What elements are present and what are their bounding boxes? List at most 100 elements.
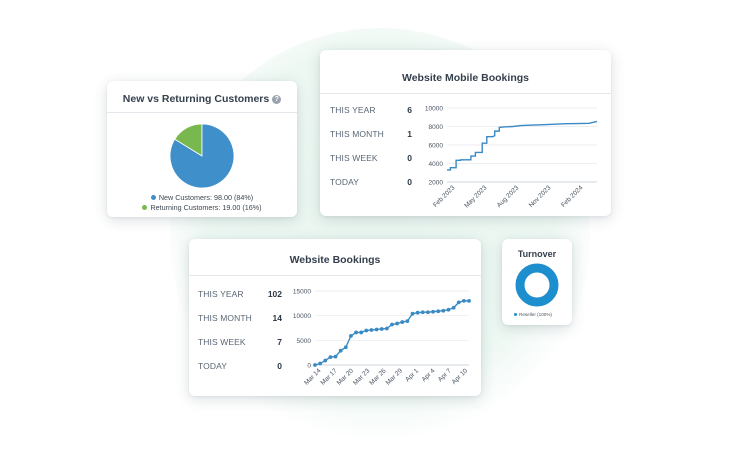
series-line (447, 120, 598, 171)
data-point (359, 330, 364, 335)
y-tick-label: 6000 (429, 143, 444, 150)
legend-dot-reseller (514, 312, 517, 316)
turnover-card: Turnover Reseller (100%) (502, 239, 572, 325)
data-point (395, 321, 400, 326)
y-tick-label: 2000 (429, 180, 444, 187)
data-point (328, 355, 333, 360)
data-point (369, 328, 374, 332)
data-point (384, 326, 389, 331)
y-tick-label: 10000 (425, 106, 443, 113)
x-tick-label: Mar 23 (352, 367, 372, 387)
turnover-donut-chart (515, 263, 559, 307)
data-point (313, 363, 317, 367)
y-tick-label: 5000 (297, 338, 312, 345)
data-point (400, 320, 405, 324)
stat-value-this-week: 0 (407, 153, 412, 163)
stat-label-this-year: THIS YEAR (198, 289, 244, 299)
data-point (441, 308, 446, 313)
data-point (420, 310, 425, 315)
stat-value-this-year: 102 (267, 289, 282, 299)
web-card-title: Website Bookings (289, 254, 381, 266)
y-tick-label: 4000 (429, 161, 444, 168)
data-point (426, 310, 430, 315)
data-point (410, 311, 415, 316)
data-point (467, 298, 471, 303)
data-point (451, 305, 456, 310)
divider (107, 112, 297, 113)
x-tick-label: Mar 29 (385, 367, 405, 387)
stat-value-this-month: 1 (407, 129, 412, 139)
x-tick-label: Mar 20 (336, 367, 356, 387)
mobile-card-title: Website Mobile Bookings (402, 72, 529, 84)
website-bookings-card: Website Bookings THIS YEAR 102 THIS MONT… (189, 239, 481, 396)
x-tick-label: Apr 4 (421, 367, 437, 383)
stat-value-today: 0 (277, 361, 282, 371)
data-point (343, 345, 348, 350)
turnover-title: Turnover (517, 249, 557, 259)
data-point (379, 327, 384, 331)
x-tick-label: Aug 2023 (496, 184, 521, 209)
data-point (390, 322, 394, 327)
x-tick-label: May 2023 (463, 184, 488, 209)
data-point (431, 309, 435, 314)
x-tick-label: Mar 14 (303, 367, 323, 387)
customers-pie-chart (169, 123, 235, 189)
pie-card-title: New vs Returning Customers? (107, 93, 297, 105)
data-point (405, 319, 410, 323)
stat-value-this-month: 14 (272, 313, 282, 323)
pie-legend-new: New Customers: 98.00 (84%) (107, 193, 297, 202)
website-mobile-bookings-card: Website Mobile Bookings THIS YEAR 6 THIS… (320, 50, 611, 216)
data-point (364, 328, 369, 333)
series-line (314, 300, 469, 366)
divider (320, 93, 611, 94)
stat-label-this-month: THIS MONTH (330, 129, 384, 139)
data-point (446, 307, 451, 312)
data-point (338, 348, 343, 353)
stat-value-this-week: 7 (277, 337, 282, 347)
stat-label-this-week: THIS WEEK (198, 337, 246, 347)
help-icon[interactable]: ? (272, 95, 282, 104)
data-point (349, 333, 353, 338)
data-point (333, 354, 338, 359)
data-point (461, 298, 466, 303)
y-tick-label: 15000 (293, 289, 311, 296)
data-point (436, 309, 441, 314)
legend-label-new: New Customers: 98.00 (84%) (158, 193, 254, 202)
stat-value-this-year: 6 (407, 105, 412, 115)
data-point (415, 310, 420, 315)
x-tick-label: Apr 10 (451, 367, 470, 386)
donut-ring-reseller (515, 263, 559, 307)
data-point (374, 327, 379, 332)
y-tick-label: 8000 (429, 124, 444, 131)
data-point (456, 300, 461, 305)
stat-label-this-year: THIS YEAR (330, 105, 376, 115)
stat-label-today: TODAY (198, 361, 227, 371)
pie-slice-new-customers (169, 123, 235, 189)
legend-label-reseller: Reseller (100%) (519, 312, 552, 317)
stat-label-this-week: THIS WEEK (330, 153, 378, 163)
legend-dot-returning (142, 204, 148, 210)
legend-dot-new (150, 194, 156, 200)
x-tick-label: Feb 2024 (560, 184, 585, 209)
x-tick-label: Feb 2023 (432, 184, 457, 209)
pie-card-title-text: New vs Returning Customers (122, 93, 270, 105)
x-tick-label: Mar 17 (319, 367, 339, 387)
x-tick-label: Mar 26 (368, 367, 388, 387)
stat-label-this-month: THIS MONTH (198, 313, 252, 323)
y-tick-label: 0 (307, 363, 311, 370)
x-tick-label: Nov 2023 (528, 184, 553, 209)
x-tick-label: Apr 1 (404, 367, 420, 383)
y-tick-label: 10000 (293, 313, 311, 320)
data-point (318, 361, 323, 366)
data-point (323, 358, 328, 363)
divider (189, 275, 481, 276)
stat-label-today: TODAY (330, 177, 359, 187)
new-vs-returning-card: New vs Returning Customers? New Customer… (107, 81, 297, 217)
legend-label-returning: Returning Customers: 19.00 (16%) (150, 203, 262, 212)
pie-legend-returning: Returning Customers: 19.00 (16%) (107, 203, 297, 212)
turnover-legend: Reseller (100%) (514, 312, 552, 317)
data-point (354, 330, 358, 335)
stat-value-today: 0 (407, 177, 412, 187)
